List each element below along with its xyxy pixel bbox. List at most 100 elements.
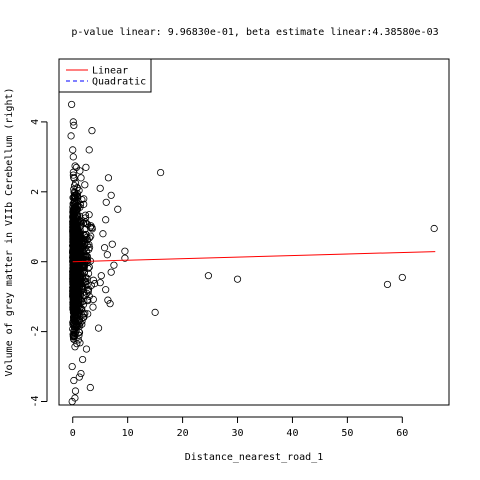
data-point: [88, 224, 96, 232]
y-tick-label: -4: [30, 395, 41, 407]
legend-label: Quadratic: [92, 77, 146, 88]
data-point: [69, 171, 77, 179]
data-point: [72, 252, 81, 260]
data-point: [89, 276, 98, 284]
data-point: [96, 279, 104, 287]
data-point: [88, 127, 96, 135]
chart-title: p-value linear: 9.96830e-01, beta estima…: [71, 27, 438, 38]
data-point: [69, 276, 77, 284]
data-point: [71, 330, 79, 338]
data-point: [70, 193, 78, 202]
data-point: [70, 231, 78, 239]
data-point: [82, 163, 90, 171]
data-point: [102, 198, 110, 206]
data-point: [89, 303, 97, 311]
data-point: [71, 311, 79, 319]
data-point: [71, 387, 80, 395]
data-point: [99, 230, 107, 238]
data-point: [79, 355, 87, 364]
x-tick-label: 10: [122, 428, 134, 439]
y-tick-label: -2: [30, 326, 41, 338]
data-point: [70, 331, 78, 339]
data-point: [82, 219, 90, 228]
x-tick-label: 50: [341, 428, 353, 439]
data-point: [87, 222, 95, 230]
data-point: [87, 281, 95, 290]
data-point: [76, 273, 84, 281]
x-tick-label: 60: [396, 428, 408, 439]
data-point: [69, 153, 77, 161]
data-point: [71, 162, 79, 170]
data-point: [81, 181, 89, 189]
fit-line-linear: [72, 251, 436, 263]
data-point: [73, 307, 81, 315]
data-point: [70, 322, 78, 330]
data-point: [76, 290, 84, 298]
data-point: [76, 203, 84, 211]
data-point: [84, 264, 92, 273]
data-point: [82, 345, 91, 353]
data-point: [106, 300, 114, 308]
data-point: [76, 167, 84, 175]
data-point: [77, 369, 85, 378]
data-point: [75, 373, 83, 381]
data-point: [86, 383, 94, 392]
data-point: [72, 287, 80, 295]
data-point: [94, 324, 103, 332]
data-point: [85, 146, 93, 154]
data-point: [71, 309, 80, 317]
data-point: [85, 243, 94, 252]
data-point: [430, 224, 438, 233]
data-point: [80, 297, 88, 305]
data-point: [84, 285, 93, 293]
data-point: [87, 232, 95, 240]
data-point: [398, 273, 406, 282]
y-tick-label: 0: [30, 259, 41, 265]
data-point: [71, 343, 79, 351]
y-axis: -4 -2 0 2 4: [30, 119, 48, 408]
data-point: [73, 229, 81, 237]
data-point: [108, 240, 116, 248]
data-point: [104, 174, 113, 182]
data-point: [84, 288, 92, 296]
data-point: [71, 189, 79, 197]
data-points: [67, 83, 438, 406]
data-point: [71, 394, 79, 402]
data-point: [69, 118, 77, 126]
data-point: [73, 223, 81, 232]
data-point: [84, 310, 92, 318]
data-point: [80, 231, 88, 239]
data-point: [110, 261, 118, 269]
data-point: [72, 256, 80, 264]
data-point: [70, 229, 78, 237]
data-point: [69, 146, 77, 154]
fit-lines: [72, 251, 436, 263]
data-point: [233, 275, 242, 283]
data-point: [71, 274, 79, 282]
data-point: [80, 219, 88, 227]
data-point: [68, 362, 76, 371]
x-axis: 0 10 20 30 40 50 60: [70, 416, 408, 439]
data-point: [72, 226, 80, 234]
data-point: [383, 280, 392, 289]
plot-frame: [58, 58, 450, 406]
data-point: [72, 163, 81, 171]
data-point: [157, 168, 165, 177]
data-point: [72, 295, 80, 304]
data-point: [102, 286, 110, 294]
data-point: [84, 269, 93, 278]
data-point: [69, 221, 78, 229]
data-point: [70, 376, 78, 385]
data-point: [79, 264, 88, 272]
data-point: [69, 215, 78, 223]
x-tick-label: 30: [231, 428, 243, 439]
data-point: [76, 339, 84, 347]
data-point: [75, 261, 83, 270]
data-point: [97, 272, 105, 280]
data-point: [81, 218, 90, 226]
data-point: [121, 254, 129, 262]
data-point: [72, 238, 80, 247]
data-point: [80, 310, 88, 318]
